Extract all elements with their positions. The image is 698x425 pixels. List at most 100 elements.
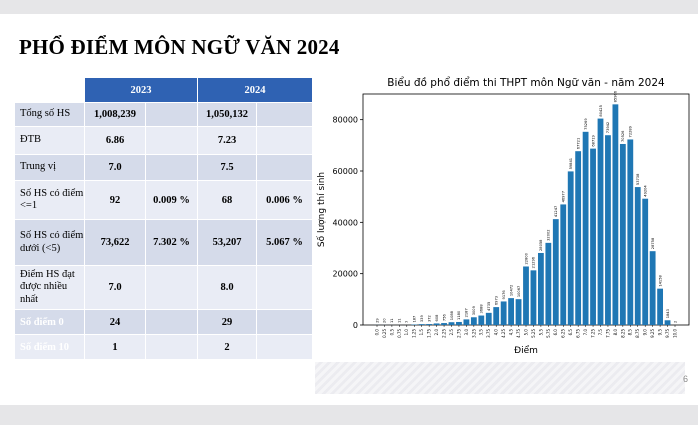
row-label: ĐTB xyxy=(14,126,85,155)
y-tick-label: 60000 xyxy=(333,167,358,176)
bar xyxy=(634,187,641,325)
y-tick-label: 40000 xyxy=(333,218,358,227)
row-value-a2 xyxy=(145,102,198,127)
row-label: Số điểm 0 xyxy=(14,309,85,335)
top-band xyxy=(0,0,698,14)
table-row: Tổng số HS 1,008,239 1,050,132 xyxy=(14,102,313,127)
row-value-b2 xyxy=(256,265,313,310)
bar xyxy=(567,171,574,325)
x-tick-label: 8.25 xyxy=(620,329,625,338)
x-tick-label: 7.25 xyxy=(590,329,595,338)
bar-value-label: 67721 xyxy=(576,138,580,149)
row-value-a2 xyxy=(145,309,198,335)
row-value-b: 8.0 xyxy=(197,265,257,310)
x-tick-label: 6.0 xyxy=(553,329,558,336)
row-value-b: 29 xyxy=(197,309,257,335)
x-tick-label: 1.25 xyxy=(412,329,417,338)
bar xyxy=(575,151,582,325)
chart-title: Biểu đồ phổ điểm thi THPT môn Ngữ văn - … xyxy=(387,76,665,89)
bar-value-label: 187 xyxy=(413,316,417,323)
chart-svg: Biểu đồ phổ điểm thi THPT môn Ngữ văn - … xyxy=(316,76,690,356)
row-value-b2 xyxy=(256,309,313,335)
y-tick-label: 0 xyxy=(353,321,358,330)
table-row: Số điểm 10 1 2 xyxy=(14,334,313,360)
row-value-a2 xyxy=(145,334,198,360)
x-tick-label: 6.75 xyxy=(576,329,581,338)
bar-value-label: 73942 xyxy=(606,122,610,133)
row-value-a: 7.0 xyxy=(84,154,146,181)
table-row: Số HS có điểm dưới (<5) 73,622 7.302 % 53,2… xyxy=(14,219,313,266)
bar xyxy=(523,266,529,325)
bar-value-label: 29 xyxy=(375,318,379,323)
row-value-a: 1 xyxy=(84,334,146,360)
bar xyxy=(619,143,626,325)
x-tick-label: 9.5 xyxy=(658,329,663,336)
bar xyxy=(508,298,515,325)
decorative-stripes xyxy=(315,362,685,394)
x-tick-label: 9.25 xyxy=(650,329,655,338)
x-tick-label: 5.5 xyxy=(538,329,543,336)
bar-value-label: 2187 xyxy=(465,308,469,317)
x-axis-label: Điểm xyxy=(514,345,538,356)
row-value-b2 xyxy=(256,334,313,360)
bar xyxy=(642,198,649,325)
bar-value-label: 41247 xyxy=(554,206,558,217)
x-tick-label: 9.0 xyxy=(643,329,648,336)
x-tick-label: 3.25 xyxy=(471,329,476,338)
row-value-b2: 0.006 % xyxy=(256,180,313,220)
bottom-band xyxy=(0,405,698,425)
bar xyxy=(664,320,671,325)
row-value-b2: 5.067 % xyxy=(256,219,313,266)
bar-value-label: 46977 xyxy=(562,191,566,202)
row-value-a2 xyxy=(145,154,198,181)
bar xyxy=(530,270,537,325)
x-tick-label: 1.5 xyxy=(419,329,424,336)
bar xyxy=(590,148,596,325)
bar-value-label: 32002 xyxy=(547,229,551,240)
x-tick-label: 7.5 xyxy=(598,329,603,336)
bar xyxy=(582,131,589,325)
table-row: Số HS có điểm <=1 92 0.009 % 68 0.006 % xyxy=(14,180,313,220)
bar xyxy=(456,321,462,325)
x-tick-label: 0.0 xyxy=(374,329,379,336)
row-value-b2 xyxy=(256,154,313,181)
bar-value-label: 59841 xyxy=(569,158,573,169)
bar-value-label: 1843 xyxy=(666,309,670,318)
x-tick-label: 3.5 xyxy=(479,329,484,336)
bar-value-label: 9176 xyxy=(502,290,506,300)
page-number: 6 xyxy=(683,374,689,384)
row-value-a: 6.86 xyxy=(84,126,146,155)
table-header-row: 2023 2024 xyxy=(14,77,313,103)
bar-value-label: 608 xyxy=(435,314,439,322)
bar-value-label: 339 xyxy=(420,315,424,323)
row-label: Tổng số HS xyxy=(14,102,85,127)
slide-title: PHỔ ĐIỂM MÔN NGỮ VĂN 2024 xyxy=(19,35,340,59)
row-label: Số HS có điểm <=1 xyxy=(14,180,85,220)
y-tick-label: 80000 xyxy=(333,116,358,125)
x-tick-label: 10.0 xyxy=(672,329,677,338)
table-row: ĐTB 6.86 7.23 xyxy=(14,126,313,155)
row-value-b: 7.5 xyxy=(197,154,257,181)
score-distribution-chart: Biểu đồ phổ điểm thi THPT môn Ngữ văn - … xyxy=(314,70,698,362)
x-tick-label: 4.0 xyxy=(494,329,499,336)
x-tick-label: 4.5 xyxy=(509,329,514,336)
x-tick-label: 8.5 xyxy=(628,329,633,336)
bar-value-label: 72289 xyxy=(629,125,633,137)
bar xyxy=(441,323,447,325)
bar-value-label: 756 xyxy=(442,313,446,321)
row-value-b2 xyxy=(256,102,313,127)
row-value-a: 7.0 xyxy=(84,265,146,310)
header-year-2023: 2023 xyxy=(84,77,198,103)
bar-value-label: 22800 xyxy=(524,252,528,264)
row-value-b: 2 xyxy=(197,334,257,360)
row-value-b: 1,050,132 xyxy=(197,102,257,127)
header-blank xyxy=(14,77,85,103)
row-label: Điểm HS đạt được nhiều nhất xyxy=(14,265,85,310)
bar-value-label: 14158 xyxy=(658,275,662,287)
bar-value-label: 49204 xyxy=(644,185,648,197)
bar-value-label: 11 xyxy=(390,318,394,323)
bar xyxy=(605,135,611,325)
bar-value-label: 28758 xyxy=(651,237,655,249)
table-row: Trung vị 7.0 7.5 xyxy=(14,154,313,181)
bar-value-label: 10067 xyxy=(517,286,521,297)
